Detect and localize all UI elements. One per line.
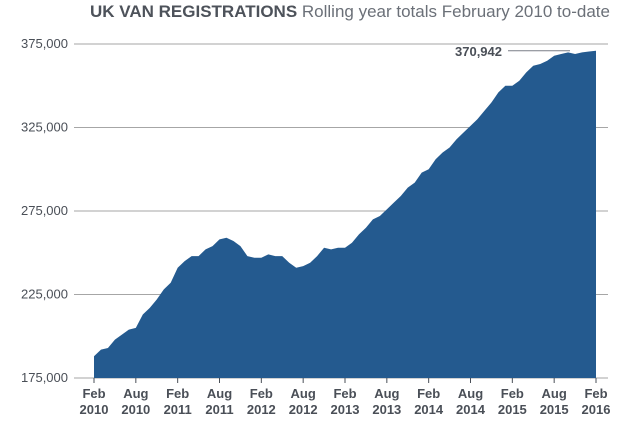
chart-title-main: UK VAN REGISTRATIONS [90, 2, 298, 21]
y-tick-label: 225,000 [21, 287, 68, 302]
x-tick-label-month: Feb [166, 386, 189, 401]
x-tick-label-month: Aug [207, 386, 232, 401]
x-tick-label-year: 2011 [205, 402, 233, 417]
callout: 370,942 [455, 44, 570, 59]
x-tick-label-month: Feb [250, 386, 273, 401]
x-tick-label-year: 2010 [121, 402, 150, 417]
y-axis-ticks: 175,000 225,000 275,000 325,000 375,000 [21, 36, 68, 385]
y-tick-label: 375,000 [21, 36, 68, 51]
area-series [94, 50, 596, 378]
x-tick-label-year: 2010 [80, 402, 109, 417]
x-tick-label-month: Feb [584, 386, 607, 401]
x-tick-label-month: Aug [374, 386, 399, 401]
callout-label: 370,942 [455, 44, 502, 59]
x-tick-label-year: 2015 [540, 402, 569, 417]
x-tick-label-month: Feb [82, 386, 105, 401]
x-tick-label-year: 2011 [164, 402, 192, 417]
x-tick-label-month: Aug [542, 386, 567, 401]
x-tick-label-month: Aug [458, 386, 483, 401]
x-tick-label-year: 2012 [289, 402, 318, 417]
chart-title: UK VAN REGISTRATIONS Rolling year totals… [90, 2, 610, 22]
x-tick-label-year: 2012 [247, 402, 276, 417]
x-tick-label-month: Feb [501, 386, 524, 401]
area-fill [94, 50, 596, 378]
x-axis-ticks: Feb2010Aug2010Feb2011Aug2011Feb2012Aug20… [80, 378, 611, 417]
x-tick-label-year: 2013 [372, 402, 401, 417]
x-tick-label-month: Feb [333, 386, 356, 401]
y-tick-label: 275,000 [21, 203, 68, 218]
y-tick-label: 175,000 [21, 370, 68, 385]
x-tick-label-year: 2014 [456, 402, 486, 417]
x-tick-label-year: 2014 [414, 402, 444, 417]
y-tick-label: 325,000 [21, 120, 68, 135]
x-tick-label-month: Aug [291, 386, 316, 401]
chart-subtitle: Rolling year totals February 2010 to-dat… [301, 2, 610, 21]
x-tick-label-year: 2015 [498, 402, 527, 417]
x-tick-label-year: 2016 [582, 402, 611, 417]
x-tick-label-year: 2013 [331, 402, 360, 417]
x-tick-label-month: Aug [123, 386, 148, 401]
x-tick-label-month: Feb [417, 386, 440, 401]
